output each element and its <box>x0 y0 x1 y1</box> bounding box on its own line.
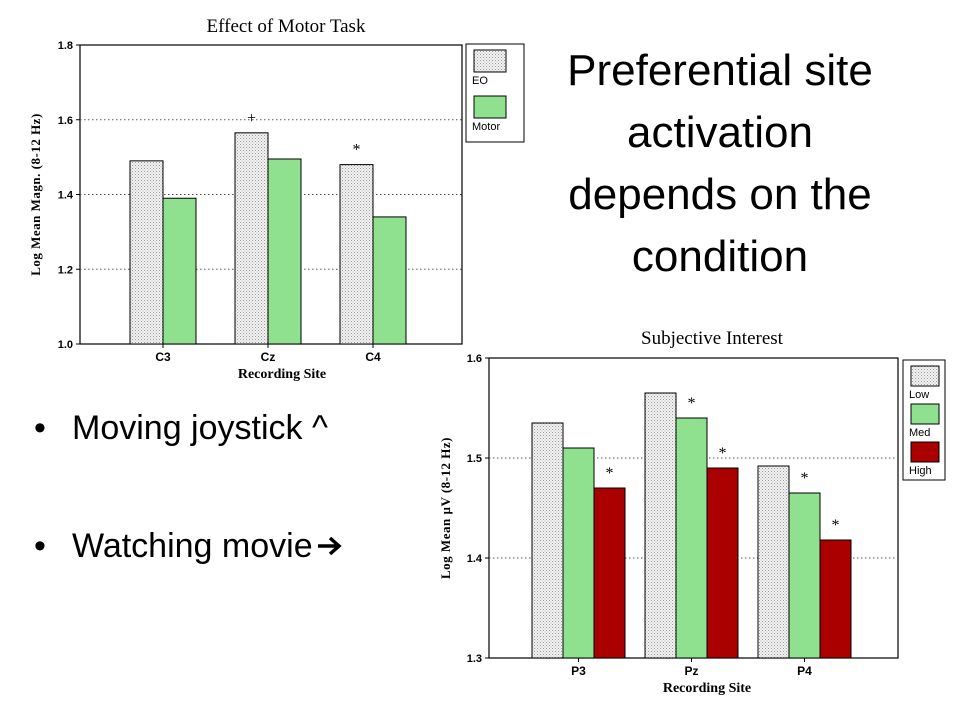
significance-marker: * <box>719 445 727 462</box>
y-tick-label: 1.4 <box>58 190 74 202</box>
legend-swatch <box>473 95 507 119</box>
bullet-item: • Moving joystick ^ <box>34 408 434 468</box>
x-tick-label: C4 <box>365 350 381 364</box>
y-tick-label: 1.6 <box>467 353 482 365</box>
y-tick-label: 1.5 <box>467 453 482 465</box>
x-tick-label: C3 <box>155 350 171 364</box>
y-axis-label: Log Mean µV (8-12 Hz) <box>438 437 453 579</box>
bullet-dot-icon: • <box>34 409 46 447</box>
bar <box>531 422 564 659</box>
slide-title-line: condition <box>631 232 809 281</box>
y-tick-label: 1.6 <box>58 115 73 127</box>
y-tick-label: 1.8 <box>58 40 73 52</box>
bullet-list: • Moving joystick ^ • Watching movie <box>34 408 434 644</box>
y-tick-label: 1.2 <box>58 264 73 276</box>
right-arrow-icon <box>317 528 343 568</box>
x-tick-label: P3 <box>571 664 586 678</box>
chart-title: Effect of Motor Task <box>207 16 366 37</box>
bar <box>644 392 677 659</box>
slide-title-line: depends on the <box>568 170 872 219</box>
bullet-dot-icon: • <box>34 527 46 565</box>
bar <box>562 447 595 659</box>
bar <box>372 216 407 345</box>
x-axis-label: Recording Site <box>238 367 326 382</box>
y-tick-label: 1.0 <box>58 339 73 351</box>
legend-swatch <box>910 403 940 425</box>
bar <box>339 164 374 345</box>
bullet-text: Moving joystick ^ <box>72 409 328 447</box>
bar <box>593 487 626 659</box>
chart-title: Subjective Interest <box>641 328 784 349</box>
legend-label: Motor <box>472 121 500 133</box>
legend-label: EO <box>472 75 488 87</box>
bar <box>267 158 302 345</box>
legend-swatch <box>910 365 940 387</box>
x-tick-label: P4 <box>797 664 812 678</box>
motor-task-chart: Effect of Motor Task 1.0 1.2 1.4 1.6 1.8 Log M… <box>28 16 525 382</box>
x-axis-label: Recording Site <box>663 681 751 696</box>
significance-marker: + <box>247 110 256 127</box>
significance-marker: * <box>832 517 840 534</box>
bar <box>706 467 739 659</box>
bar <box>675 417 708 659</box>
y-axis-label: Log Mean Magn. (8-12 Hz) <box>28 113 43 276</box>
slide-title-line: activation <box>627 108 813 157</box>
subjective-interest-chart: Subjective Interest 1.3 1.4 1.5 1.6 Log Mean … <box>438 328 946 696</box>
y-tick-label: 1.3 <box>467 653 482 665</box>
legend-label: High <box>909 465 932 477</box>
bar <box>162 197 197 345</box>
legend-swatch <box>910 441 940 463</box>
slide-title-line: Preferential site <box>567 46 873 95</box>
slide-title: Preferential site activation depends on … <box>520 40 920 288</box>
x-tick-label: Cz <box>261 350 276 364</box>
x-tick-label: Pz <box>684 664 698 678</box>
legend-swatch <box>473 49 507 73</box>
bar <box>819 539 852 659</box>
legend-label: Med <box>909 427 930 439</box>
significance-marker: * <box>801 470 809 487</box>
bullet-text: Watching movie <box>72 527 313 565</box>
bar <box>757 465 790 659</box>
significance-marker: * <box>353 142 361 159</box>
bar <box>234 132 269 345</box>
bar <box>788 492 821 659</box>
significance-marker: * <box>606 465 614 482</box>
legend-label: Low <box>909 389 929 401</box>
bullet-item: • Watching movie <box>34 526 434 586</box>
y-tick-label: 1.4 <box>467 553 483 565</box>
bar <box>129 160 164 345</box>
significance-marker: * <box>688 395 696 412</box>
